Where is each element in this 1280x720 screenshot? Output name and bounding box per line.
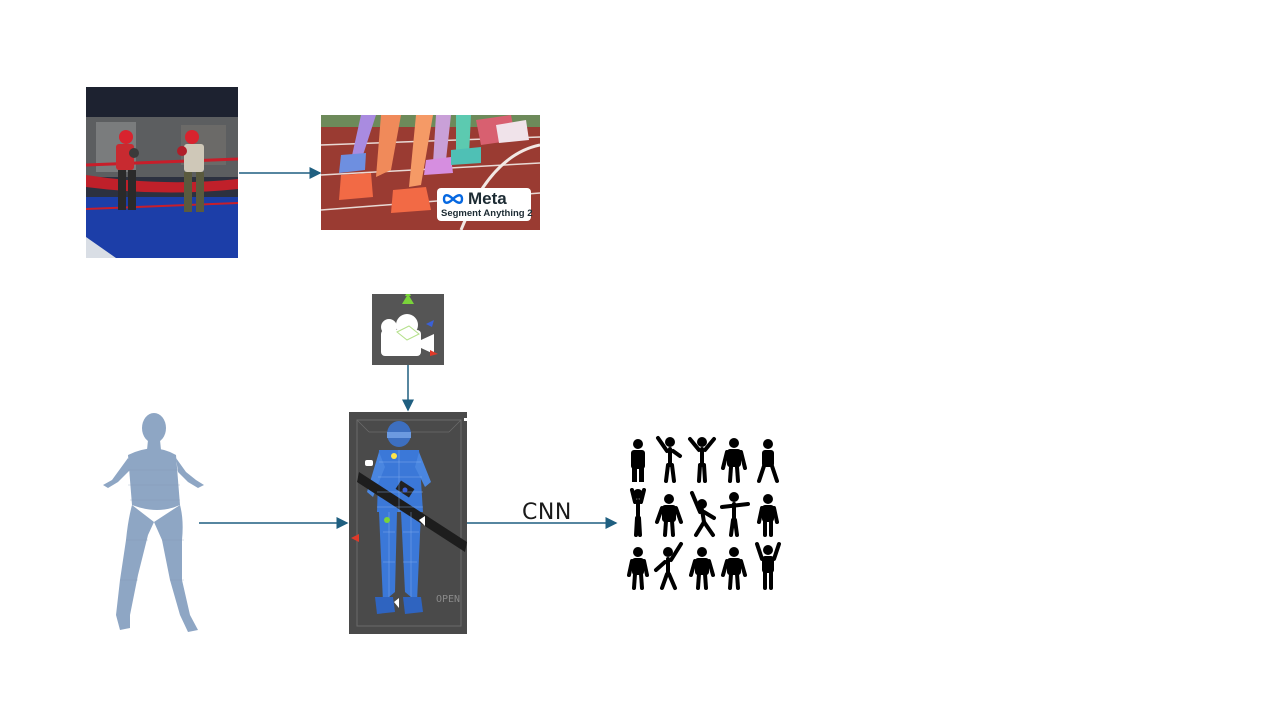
pose-pictogram — [627, 547, 649, 590]
pose-pictogram — [689, 547, 715, 590]
pose-pictogram — [654, 542, 683, 590]
pose-pictogram — [655, 494, 683, 537]
boxing-photo — [86, 87, 238, 258]
pose-pictogram — [721, 438, 747, 483]
soldier-wireframe-model — [349, 412, 467, 634]
cnn-label: CNN — [522, 500, 572, 525]
pose-pictogram — [656, 436, 682, 483]
pose-pictogram — [688, 437, 716, 483]
pose-pictogram — [721, 547, 747, 590]
open-label: OPEN — [436, 594, 461, 605]
pose-pictogram-grid — [627, 436, 781, 590]
pose-pictogram — [757, 494, 779, 537]
sam-title-text: Segment Anything 2 — [441, 208, 533, 219]
meta-infinity-logo-icon — [442, 194, 464, 204]
meta-brand-text: Meta — [468, 189, 507, 208]
pose-pictogram — [720, 492, 750, 537]
mannequin-figure — [103, 413, 204, 632]
pose-pictogram — [690, 491, 716, 537]
meta-sam-badge: Meta Segment Anything 2 — [437, 188, 533, 221]
pose-pictogram — [755, 542, 781, 590]
pose-pictogram — [757, 439, 779, 483]
pose-pictogram — [631, 439, 645, 482]
unity-camera-gizmo-icon — [372, 294, 444, 365]
pose-pictogram — [630, 488, 646, 537]
